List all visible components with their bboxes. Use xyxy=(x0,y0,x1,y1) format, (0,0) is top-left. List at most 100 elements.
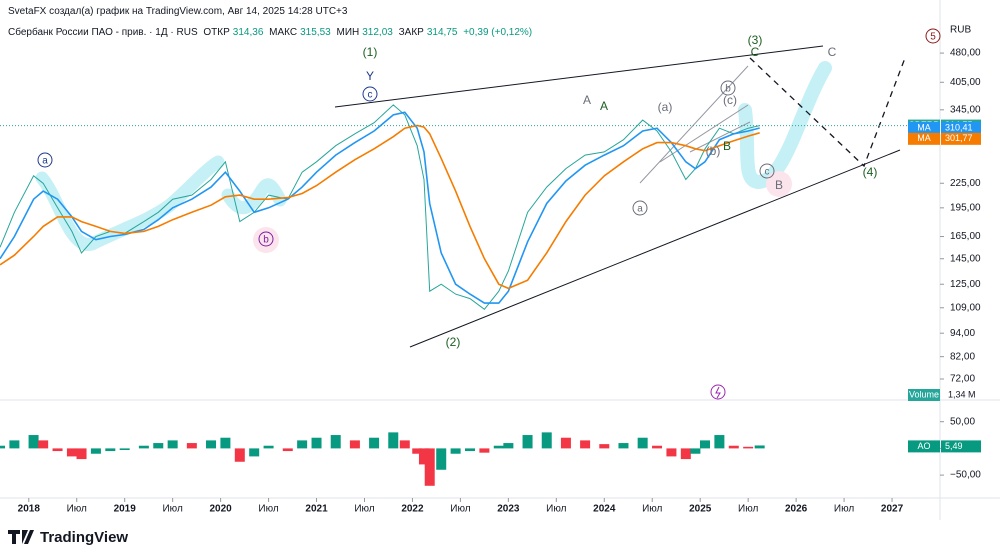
price-tag xyxy=(941,440,981,453)
moving-average xyxy=(0,124,760,290)
open-label: ОТКР xyxy=(203,27,230,38)
layout xyxy=(0,0,1000,544)
currency: RUB xyxy=(950,25,971,36)
highlight-circle xyxy=(253,227,279,253)
x-tick-label: 2024 xyxy=(593,504,616,515)
ao-bar xyxy=(690,448,701,454)
y-tick-label: 195,00 xyxy=(950,202,981,213)
ao-bar xyxy=(282,448,293,452)
price-tag xyxy=(941,121,981,134)
ao-bar xyxy=(618,443,629,449)
wave-label: B xyxy=(723,139,731,153)
wave-label: (c) xyxy=(723,93,737,107)
price-tag xyxy=(941,132,981,145)
x-tick-label: Июл xyxy=(546,504,566,515)
ao-bar xyxy=(76,448,87,460)
wave-circle xyxy=(37,152,53,168)
wave-label: (2) xyxy=(446,335,461,349)
y-tick-label: 94,00 xyxy=(950,328,975,339)
wave-label: (1) xyxy=(363,45,378,59)
y-tick-label: 109,00 xyxy=(950,302,981,313)
ao-bar xyxy=(249,448,260,457)
price-tag-value: 5,49 xyxy=(945,441,963,451)
x-tick-label: 2022 xyxy=(401,504,424,515)
wave-label: (b) xyxy=(706,144,721,158)
wave-circle xyxy=(720,80,736,96)
price-tag-name: AO xyxy=(917,441,930,451)
ao-bar xyxy=(90,448,101,454)
ao-bar xyxy=(206,440,217,449)
trendline xyxy=(334,45,824,108)
x-tick-label: Июл xyxy=(258,504,278,515)
ao-bar xyxy=(436,448,447,470)
logo-mark xyxy=(8,530,34,544)
y-tick-label: 125,00 xyxy=(950,279,981,290)
wave-label: (4) xyxy=(863,165,878,179)
ao-bar xyxy=(234,448,245,462)
wave-circle xyxy=(632,200,648,216)
wave-label: (a) xyxy=(658,100,673,114)
ao-bar xyxy=(541,432,552,449)
highlight xyxy=(221,178,287,214)
y-tick-label: 165,00 xyxy=(950,231,981,242)
y-tick-label: 405,00 xyxy=(950,77,981,88)
projection xyxy=(749,57,906,168)
ao-bar xyxy=(297,440,308,449)
wave-label: A xyxy=(600,99,608,113)
y-tick-label: 225,00 xyxy=(950,178,981,189)
wave-label: c xyxy=(368,90,373,101)
x-tick-label: Июл xyxy=(354,504,374,515)
ao-bar xyxy=(580,440,591,449)
wave-label: a xyxy=(42,156,48,167)
ao-bar xyxy=(560,437,571,449)
x-tick-label: Июл xyxy=(450,504,470,515)
price-tag-name: MA xyxy=(917,122,931,132)
wave-label: a xyxy=(637,204,643,215)
ao-bar xyxy=(743,446,754,449)
wave-label: C xyxy=(751,45,760,59)
volume-tag xyxy=(908,389,940,401)
y-tick-label: 72,00 xyxy=(950,374,975,385)
open: 314,36 xyxy=(232,27,264,38)
ao-bar xyxy=(186,443,197,449)
price-tag xyxy=(908,440,940,453)
x-tick-label: 2019 xyxy=(114,504,137,515)
wave-circle xyxy=(759,163,775,179)
x-tick-label: 2021 xyxy=(305,504,328,515)
wave-circle xyxy=(362,86,378,102)
trendline xyxy=(409,149,901,348)
x-tick-label: 2018 xyxy=(18,504,41,515)
wave-label: c xyxy=(765,167,770,178)
event-icon xyxy=(710,384,726,400)
high-label: МАКС xyxy=(269,27,298,38)
ao-bar xyxy=(263,445,274,449)
x-tick-label: Июл xyxy=(642,504,662,515)
ao-bar xyxy=(680,448,691,460)
x-tick-label: 2023 xyxy=(497,504,520,515)
price-tag xyxy=(908,121,940,134)
x-tick-label: Июл xyxy=(738,504,758,515)
volume-name: Volume xyxy=(909,389,939,399)
price-tag-name: MA xyxy=(917,133,931,143)
ao-bar xyxy=(522,435,533,449)
close: 314,75 xyxy=(426,27,458,38)
ao-bar xyxy=(666,448,677,457)
x-tick-label: 2027 xyxy=(881,504,904,515)
wave-label: (3) xyxy=(748,33,763,47)
x-tick-label: 2026 xyxy=(785,504,808,515)
ao-bar xyxy=(66,448,77,457)
wave-circle xyxy=(258,231,274,247)
ao-bar xyxy=(28,435,39,449)
ao-bar xyxy=(503,443,514,449)
y-tick-label: 345,00 xyxy=(950,104,981,115)
price-tag-value: 310,41 xyxy=(945,122,973,132)
ao-bar xyxy=(388,432,399,449)
x-tick-label: Июл xyxy=(67,504,87,515)
ao-bar xyxy=(153,443,164,449)
wave-label: 5 xyxy=(930,32,936,43)
channel-line xyxy=(689,121,751,153)
ao-bar xyxy=(465,448,475,452)
ao-bar xyxy=(119,448,130,450)
